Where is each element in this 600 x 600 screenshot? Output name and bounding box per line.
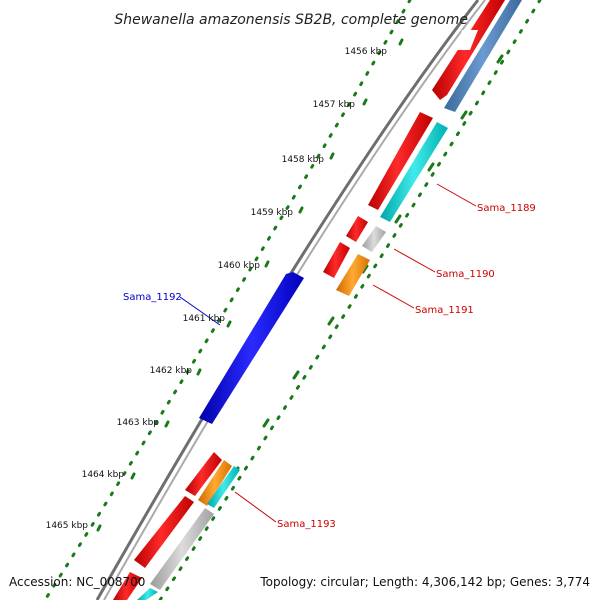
tick-labels: 1456 kbp 1457 kbp 1458 kbp 1459 kbp 1460… xyxy=(46,47,388,531)
gene-labels: Sama_1189 Sama_1190 Sama_1191 Sama_1192 … xyxy=(123,203,536,530)
gene-label-sama-1189[interactable]: Sama_1189 xyxy=(477,203,536,214)
feature-sama-1193-other[interactable] xyxy=(198,460,232,506)
feature-sama-1191-other[interactable] xyxy=(336,254,370,296)
feature-sama-1193-rna[interactable] xyxy=(207,466,240,508)
feature-sama-1193-cds-upper[interactable] xyxy=(185,452,222,496)
tick-label: 1458 kbp xyxy=(282,155,325,165)
tick-marks-outer xyxy=(96,38,404,532)
feature-sama-1192-gene[interactable] xyxy=(199,272,304,424)
leader-lines xyxy=(179,183,477,523)
genome-title: Shewanella amazonensis SB2B, complete ge… xyxy=(114,12,468,28)
feature-blast-blue[interactable] xyxy=(444,0,522,112)
summary-text: Topology: circular; Length: 4,306,142 bp… xyxy=(259,575,590,589)
feature-bottom-cyan[interactable] xyxy=(137,588,158,600)
feature-sama-1191-cds[interactable] xyxy=(323,242,350,278)
tick-label: 1456 kbp xyxy=(345,47,388,57)
gene-label-sama-1190[interactable]: Sama_1190 xyxy=(436,269,495,280)
tick-label: 1457 kbp xyxy=(313,100,356,110)
tick-label: 1463 kbp xyxy=(117,418,160,428)
gene-label-sama-1193[interactable]: Sama_1193 xyxy=(277,519,336,530)
tick-ring-inner xyxy=(158,0,542,600)
feature-lower-red[interactable] xyxy=(134,496,194,568)
feature-sama-1190-pseudo[interactable] xyxy=(362,226,386,252)
tick-label: 1462 kbp xyxy=(150,366,193,376)
accession-text: Accession: NC_008700 xyxy=(9,575,145,589)
tick-label: 1465 kbp xyxy=(46,521,89,531)
tick-label: 1464 kbp xyxy=(82,470,125,480)
tick-ring-outer xyxy=(43,0,412,600)
gene-label-sama-1192[interactable]: Sama_1192 xyxy=(123,292,182,303)
feature-sama-1189-cds[interactable] xyxy=(368,112,433,210)
tick-label: 1461 kbp xyxy=(183,314,226,324)
tick-label: 1459 kbp xyxy=(251,208,294,218)
tick-label: 1460 kbp xyxy=(218,261,261,271)
feature-top-white xyxy=(456,30,478,50)
gene-label-sama-1191[interactable]: Sama_1191 xyxy=(415,305,474,316)
feature-bottom-red[interactable] xyxy=(113,572,142,600)
feature-sama-1189-rna[interactable] xyxy=(380,122,448,222)
feature-sama-1190-cds[interactable] xyxy=(346,216,368,242)
genome-backbone xyxy=(95,0,486,600)
feature-lower-gray[interactable] xyxy=(150,508,214,590)
